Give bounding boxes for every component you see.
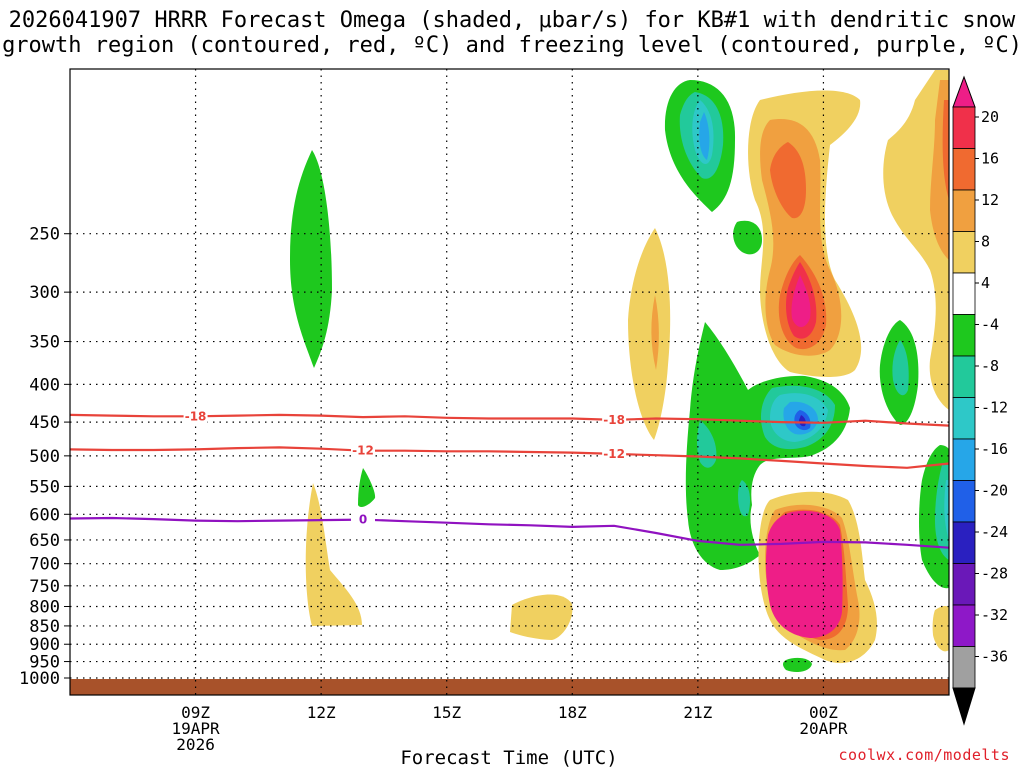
x-tick-label: 12Z xyxy=(307,703,336,722)
omega-region xyxy=(699,112,710,160)
y-tick-label: 900 xyxy=(29,635,60,655)
chart-title-line-1: 2026041907 HRRR Forecast Omega (shaded, … xyxy=(8,8,1016,33)
colorbar-bottom-arrow xyxy=(952,687,976,726)
omega-region xyxy=(942,100,949,200)
x-tick-label: 19APR xyxy=(171,719,220,738)
y-tick-label: 650 xyxy=(29,531,60,551)
colorbar-label: -36 xyxy=(981,648,1008,666)
chart-title-line-2: growth region (contoured, red, ºC) and f… xyxy=(2,33,1022,58)
colorbar-swatch xyxy=(952,148,976,191)
ground-strip xyxy=(70,679,949,695)
omega-region xyxy=(932,605,949,652)
omega-region xyxy=(290,150,332,368)
y-tick-label: 750 xyxy=(29,577,60,597)
colorbar-label: 20 xyxy=(981,108,999,126)
contour-label: 0 xyxy=(359,513,367,527)
contour-label-bg xyxy=(351,512,375,527)
colorbar-label: -32 xyxy=(981,606,1008,624)
contour-label: -18 xyxy=(185,409,207,423)
colorbar-swatch xyxy=(952,604,976,647)
plot-frame xyxy=(69,68,950,696)
y-tick-label: 300 xyxy=(29,283,60,303)
omega-region xyxy=(651,295,659,370)
omega-region xyxy=(305,483,362,626)
colorbar-label: -24 xyxy=(981,523,1008,541)
omega-region xyxy=(765,510,843,638)
omega-region xyxy=(791,275,811,327)
colorbar-label: 4 xyxy=(981,274,990,292)
colorbar-swatch xyxy=(952,189,976,232)
x-axis-title: Forecast Time (UTC) xyxy=(400,747,617,768)
omega-region xyxy=(883,70,949,410)
x-tick-label: 09Z xyxy=(181,703,210,722)
omega-shading xyxy=(70,70,949,695)
y-tick-label: 350 xyxy=(29,333,60,353)
colorbar-label: 12 xyxy=(981,191,999,209)
omega-region xyxy=(770,142,806,219)
contour-line xyxy=(69,516,950,549)
colorbar-swatch xyxy=(952,231,976,274)
colorbar: 20 16 12 8 4 -4 -8 -12 -16 -20 -24 -28 -32 -36 xyxy=(952,75,1008,726)
y-tick-label: 1000 xyxy=(19,669,60,689)
contour-label-bg xyxy=(351,443,375,458)
y-tick-label: 600 xyxy=(29,505,60,525)
y-tick-label: 850 xyxy=(29,617,60,637)
colorbar-label: -4 xyxy=(981,316,999,334)
x-tick-label: 15Z xyxy=(432,703,461,722)
y-tick-label: 550 xyxy=(29,477,60,497)
contour-line xyxy=(69,413,950,427)
colorbar-swatch xyxy=(952,397,976,440)
x-tick-label: 21Z xyxy=(683,703,712,722)
y-tick-label: 250 xyxy=(29,225,60,245)
contour-label: -12 xyxy=(352,444,374,458)
colorbar-label: 8 xyxy=(981,233,990,251)
colorbar-label: -20 xyxy=(981,482,1008,500)
axes: 2503003504004505005506006507007508008509… xyxy=(19,68,950,754)
grid xyxy=(70,69,949,695)
y-tick-label: 700 xyxy=(29,555,60,575)
contour-label: -18 xyxy=(603,413,625,427)
y-tick-label: 950 xyxy=(29,653,60,673)
colorbar-swatch xyxy=(952,563,976,606)
y-tick-label: 400 xyxy=(29,375,60,395)
colorbar-swatch xyxy=(952,521,976,564)
x-tick-label: 00Z xyxy=(809,703,838,722)
colorbar-label: -12 xyxy=(981,399,1008,417)
x-tick-label: 20APR xyxy=(799,719,848,738)
contour-label-bg xyxy=(602,412,627,427)
omega-region xyxy=(358,468,376,508)
colorbar-label: 16 xyxy=(981,150,999,168)
colorbar-swatch xyxy=(952,106,976,149)
y-tick-label: 800 xyxy=(29,597,60,617)
y-tick-label: 500 xyxy=(29,447,60,467)
colorbar-swatch xyxy=(952,646,976,689)
contour-line xyxy=(69,446,950,469)
colorbar-swatch xyxy=(952,272,976,315)
omega-region xyxy=(738,480,750,517)
colorbar-swatch xyxy=(952,355,976,398)
colorbar-swatch xyxy=(952,438,976,481)
omega-region xyxy=(892,340,909,396)
omega-region xyxy=(944,480,949,540)
omega-region xyxy=(733,220,762,255)
omega-region xyxy=(783,657,812,672)
contour-label: -12 xyxy=(603,447,625,461)
colorbar-top-arrow xyxy=(952,75,976,108)
x-tick-label: 2026 xyxy=(176,735,215,754)
x-tick-label: 18Z xyxy=(558,703,587,722)
temperature-contours: -18 -18 -12 -12 0 xyxy=(69,409,950,549)
contour-label-bg xyxy=(602,446,627,461)
credit-text: coolwx.com/modelts xyxy=(838,746,1010,764)
colorbar-label: -28 xyxy=(981,565,1008,583)
colorbar-label: -8 xyxy=(981,357,999,375)
omega-region xyxy=(510,594,573,640)
colorbar-swatch xyxy=(952,314,976,357)
colorbar-swatch xyxy=(952,480,976,523)
y-tick-label: 450 xyxy=(29,413,60,433)
omega-region xyxy=(628,228,671,440)
contour-label-bg xyxy=(183,409,208,424)
colorbar-label: -16 xyxy=(981,440,1008,458)
